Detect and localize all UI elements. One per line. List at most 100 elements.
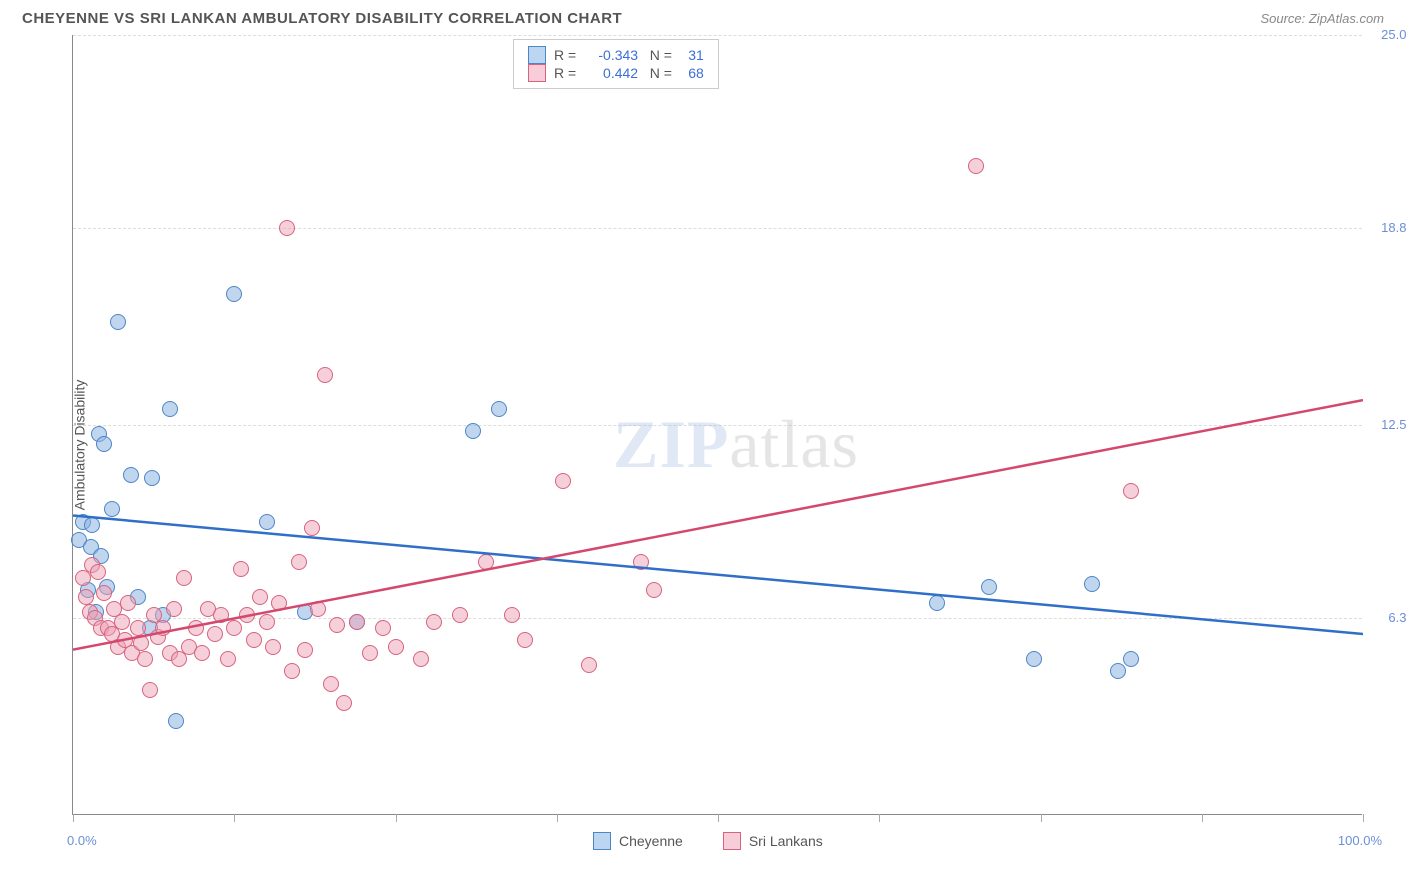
x-tick <box>879 814 880 822</box>
scatter-point <box>226 620 242 636</box>
scatter-point <box>194 645 210 661</box>
scatter-point <box>981 579 997 595</box>
scatter-point <box>166 601 182 617</box>
scatter-point <box>297 642 313 658</box>
scatter-point <box>478 554 494 570</box>
scatter-point <box>646 582 662 598</box>
scatter-point <box>555 473 571 489</box>
scatter-point <box>133 635 149 651</box>
legend-swatch <box>528 64 546 82</box>
scatter-point <box>142 682 158 698</box>
scatter-point <box>259 614 275 630</box>
scatter-point <box>968 158 984 174</box>
y-tick-label: 18.8% <box>1381 220 1406 235</box>
scatter-point <box>246 632 262 648</box>
gridline <box>73 35 1362 36</box>
scatter-point <box>137 651 153 667</box>
scatter-point <box>78 589 94 605</box>
scatter-point <box>114 614 130 630</box>
scatter-point <box>188 620 204 636</box>
legend-label: Sri Lankans <box>749 833 823 849</box>
y-tick-label: 6.3% <box>1388 610 1406 625</box>
scatter-point <box>96 585 112 601</box>
y-tick-label: 12.5% <box>1381 417 1406 432</box>
scatter-point <box>120 595 136 611</box>
scatter-point <box>226 286 242 302</box>
scatter-point <box>144 470 160 486</box>
stats-legend: R = -0.343 N = 31 R = 0.442 N = 68 <box>513 39 719 89</box>
scatter-point <box>581 657 597 673</box>
x-max-label: 100.0% <box>1338 833 1382 848</box>
legend-swatch <box>528 46 546 64</box>
legend-label: Cheyenne <box>619 833 683 849</box>
scatter-point <box>362 645 378 661</box>
scatter-point <box>1123 651 1139 667</box>
legend-swatch <box>593 832 611 850</box>
stats-text: R = -0.343 N = 31 <box>554 47 704 63</box>
scatter-point <box>207 626 223 642</box>
x-tick <box>234 814 235 822</box>
scatter-point <box>176 570 192 586</box>
scatter-point <box>329 617 345 633</box>
scatter-point <box>349 614 365 630</box>
scatter-point <box>271 595 287 611</box>
scatter-point <box>1110 663 1126 679</box>
scatter-point <box>259 514 275 530</box>
scatter-point <box>155 620 171 636</box>
stats-row: R = -0.343 N = 31 <box>528 46 704 64</box>
x-tick <box>1041 814 1042 822</box>
scatter-point <box>90 564 106 580</box>
y-tick-label: 25.0% <box>1381 27 1406 42</box>
scatter-point <box>310 601 326 617</box>
scatter-point <box>252 589 268 605</box>
scatter-point <box>426 614 442 630</box>
x-tick <box>1363 814 1364 822</box>
gridline <box>73 228 1362 229</box>
scatter-point <box>452 607 468 623</box>
scatter-point <box>304 520 320 536</box>
scatter-point <box>265 639 281 655</box>
x-tick <box>557 814 558 822</box>
scatter-point <box>130 620 146 636</box>
chart-container: Ambulatory Disability 6.3%12.5%18.8%25.0… <box>22 35 1384 855</box>
scatter-point <box>291 554 307 570</box>
legend-item: Sri Lankans <box>723 832 823 850</box>
gridline <box>73 425 1362 426</box>
x-min-label: 0.0% <box>67 833 97 848</box>
x-tick <box>396 814 397 822</box>
chart-title: CHEYENNE VS SRI LANKAN AMBULATORY DISABI… <box>22 10 622 27</box>
scatter-point <box>110 314 126 330</box>
scatter-point <box>162 401 178 417</box>
scatter-point <box>104 501 120 517</box>
scatter-point <box>284 663 300 679</box>
scatter-point <box>123 467 139 483</box>
scatter-point <box>491 401 507 417</box>
legend-swatch <box>723 832 741 850</box>
x-tick <box>1202 814 1203 822</box>
scatter-point <box>929 595 945 611</box>
bottom-legend: Cheyenne Sri Lankans <box>593 832 823 850</box>
scatter-point <box>323 676 339 692</box>
scatter-point <box>465 423 481 439</box>
scatter-point <box>517 632 533 648</box>
scatter-point <box>1026 651 1042 667</box>
stats-text: R = 0.442 N = 68 <box>554 65 704 81</box>
scatter-point <box>239 607 255 623</box>
x-tick <box>718 814 719 822</box>
scatter-point <box>375 620 391 636</box>
scatter-point <box>84 517 100 533</box>
watermark: ZIPatlas <box>613 405 859 484</box>
legend-item: Cheyenne <box>593 832 683 850</box>
scatter-point <box>504 607 520 623</box>
scatter-point <box>279 220 295 236</box>
scatter-point <box>96 436 112 452</box>
scatter-point <box>233 561 249 577</box>
scatter-point <box>388 639 404 655</box>
scatter-point <box>220 651 236 667</box>
scatter-point <box>1123 483 1139 499</box>
source-label: Source: ZipAtlas.com <box>1260 11 1384 26</box>
scatter-point <box>1084 576 1100 592</box>
stats-row: R = 0.442 N = 68 <box>528 64 704 82</box>
scatter-point <box>336 695 352 711</box>
scatter-point <box>633 554 649 570</box>
